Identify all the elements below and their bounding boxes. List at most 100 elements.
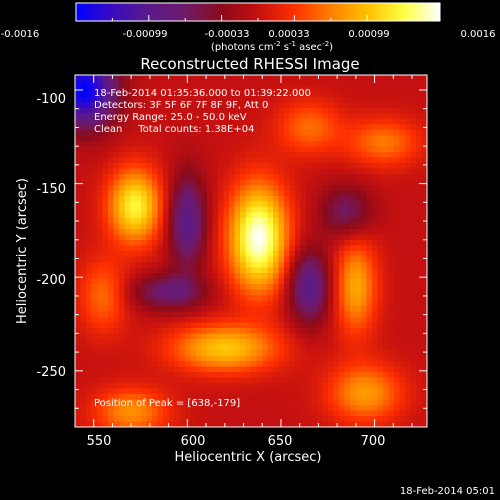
heatmap-cell <box>119 262 125 268</box>
heatmap-cell <box>256 190 263 197</box>
heatmap-cell <box>174 394 180 400</box>
heatmap-cell <box>421 377 428 384</box>
heatmap-cell <box>394 229 400 235</box>
heatmap-cell <box>152 399 158 406</box>
heatmap-cell <box>146 119 153 125</box>
heatmap-cell <box>256 174 263 180</box>
heatmap-cell <box>262 267 268 274</box>
heatmap-cell <box>256 240 263 246</box>
heatmap-cell <box>80 383 87 389</box>
heatmap-cell <box>212 146 219 153</box>
heatmap-cell <box>366 218 373 224</box>
heatmap-cell <box>108 383 114 389</box>
heatmap-cell <box>80 97 87 103</box>
heatmap-cell <box>339 416 345 422</box>
heatmap-cell <box>306 251 312 257</box>
heatmap-cell <box>251 333 257 340</box>
heatmap-cell <box>80 75 87 81</box>
heatmap-cell <box>245 421 252 428</box>
heatmap-cell <box>245 91 252 98</box>
heatmap-cell <box>394 394 400 400</box>
heatmap-cell <box>394 113 400 120</box>
heatmap-cell <box>157 141 164 147</box>
heatmap-cell <box>289 328 296 334</box>
heatmap-cell <box>240 333 246 340</box>
heatmap-cell <box>383 361 389 367</box>
heatmap-cell <box>361 377 367 384</box>
heatmap-cell <box>97 196 103 202</box>
heatmap-cell <box>328 229 334 235</box>
heatmap-cell <box>190 124 197 131</box>
heatmap-cell <box>229 289 235 296</box>
heatmap-cell <box>168 152 175 158</box>
axis-ticks <box>75 75 427 427</box>
heatmap-cell <box>399 322 406 329</box>
heatmap-cell <box>416 130 422 136</box>
heatmap-cell <box>146 262 153 268</box>
heatmap-cell <box>135 416 142 422</box>
heatmap-cell <box>141 146 147 153</box>
heatmap-cell <box>234 267 241 274</box>
heatmap-cell <box>383 399 389 406</box>
heatmap-cell <box>97 91 103 98</box>
heatmap-cell <box>289 394 296 400</box>
heatmap-cell <box>295 311 301 318</box>
heatmap-cell <box>86 317 92 323</box>
heatmap-cell <box>201 207 208 213</box>
heatmap-cell <box>130 157 136 164</box>
y-tick-label: -100 <box>36 92 66 107</box>
heatmap-cell <box>240 207 246 213</box>
heatmap-cell <box>234 86 241 92</box>
heatmap-cell <box>377 223 384 230</box>
heatmap-cell <box>394 300 400 307</box>
heatmap-cell <box>212 196 219 202</box>
heatmap-cell <box>372 405 378 411</box>
heatmap-cell <box>366 416 373 422</box>
heatmap-cell <box>416 80 422 87</box>
heatmap-cell <box>80 339 87 345</box>
heatmap-cell <box>251 201 257 208</box>
heatmap-cell <box>141 388 147 395</box>
heatmap-cell <box>405 421 411 428</box>
heatmap-cell <box>124 97 131 103</box>
heatmap-cell <box>405 75 411 81</box>
heatmap-cell <box>80 333 87 340</box>
heatmap-cell <box>410 322 417 329</box>
heatmap-cell <box>267 383 274 389</box>
heatmap-cell <box>339 130 345 136</box>
heatmap-cell <box>212 355 219 362</box>
heatmap-cell <box>262 75 268 81</box>
heatmap-cell <box>300 229 307 235</box>
heatmap-cell <box>361 410 367 417</box>
heatmap-cell <box>130 97 136 103</box>
heatmap-cell <box>163 388 169 395</box>
heatmap-cell <box>388 355 395 362</box>
heatmap-cell <box>179 289 186 296</box>
heatmap-cell <box>311 201 318 208</box>
heatmap-cell <box>394 273 400 279</box>
heatmap-cell <box>339 124 345 131</box>
heatmap-cell <box>190 97 197 103</box>
heatmap-cell <box>97 212 103 219</box>
heatmap-cell <box>284 91 290 98</box>
heatmap-cell <box>223 174 230 180</box>
heatmap-cell <box>240 284 246 290</box>
heatmap-cell <box>377 262 384 268</box>
heatmap-cell <box>416 234 422 241</box>
heatmap-cell <box>163 86 169 92</box>
heatmap-cell <box>251 278 257 285</box>
heatmap-cell <box>267 317 274 323</box>
heatmap-cell <box>383 113 389 120</box>
heatmap-cell <box>300 311 307 318</box>
heatmap-cell <box>168 163 175 169</box>
heatmap-cell <box>102 344 109 351</box>
heatmap-cell <box>86 124 92 131</box>
heatmap-cell <box>251 317 257 323</box>
heatmap-cell <box>273 174 279 180</box>
heatmap-cell <box>300 262 307 268</box>
heatmap-cell <box>388 201 395 208</box>
heatmap-cell <box>416 135 422 142</box>
heatmap-cell <box>251 152 257 158</box>
heatmap-cell <box>113 388 120 395</box>
heatmap-cell <box>388 273 395 279</box>
